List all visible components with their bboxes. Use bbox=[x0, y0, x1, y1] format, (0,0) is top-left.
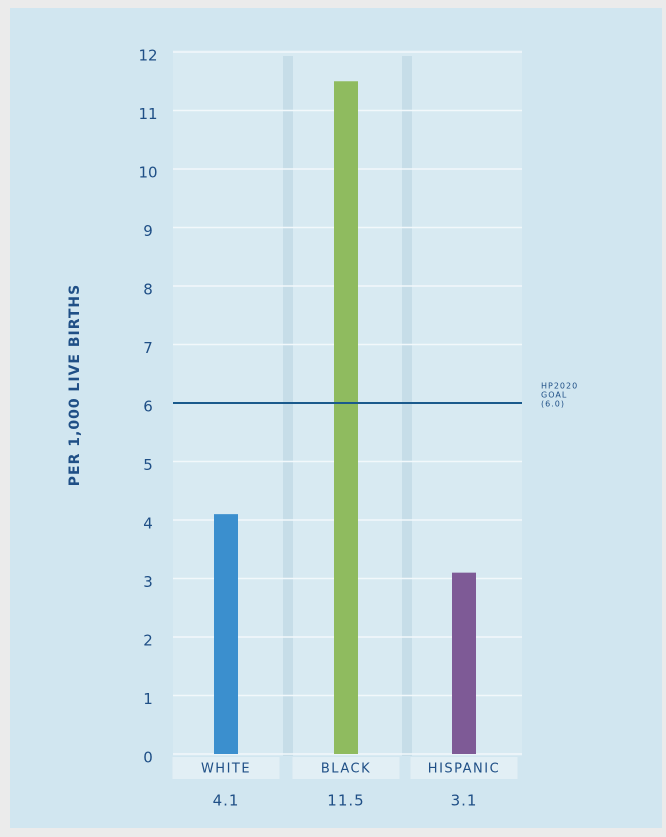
annotation: (6.0) bbox=[541, 400, 565, 409]
x-tick-label: HISPANIC bbox=[428, 762, 500, 777]
y-tick-label: 1 bbox=[143, 690, 153, 708]
y-tick-label: 11 bbox=[138, 105, 157, 123]
y-tick-label: 4 bbox=[143, 515, 153, 533]
bar bbox=[214, 514, 238, 754]
category-box bbox=[410, 757, 518, 779]
bar bbox=[452, 572, 476, 754]
y-axis-title: PER 1,000 LIVE BIRTHS bbox=[67, 284, 83, 486]
x-tick-label: WHITE bbox=[201, 762, 251, 777]
data-label: 4.1 bbox=[213, 792, 240, 810]
y-tick-label: 2 bbox=[143, 632, 153, 650]
annotation: HP2020 bbox=[541, 382, 578, 391]
data-label: 11.5 bbox=[327, 792, 364, 810]
y-tick-label: 10 bbox=[138, 164, 157, 182]
y-tick-label: 12 bbox=[138, 47, 157, 65]
y-tick-label: 3 bbox=[143, 573, 153, 591]
category-box bbox=[292, 757, 400, 779]
column-separator bbox=[283, 56, 293, 756]
x-tick-label: BLACK bbox=[321, 762, 371, 777]
category-box bbox=[172, 757, 280, 779]
y-tick-label: 0 bbox=[143, 749, 153, 767]
annotation: GOAL bbox=[541, 391, 567, 400]
data-label: 3.1 bbox=[451, 792, 478, 810]
y-tick-label: 9 bbox=[143, 222, 153, 240]
column-separator bbox=[402, 56, 412, 756]
y-tick-label: 5 bbox=[143, 456, 153, 474]
y-tick-label: 7 bbox=[143, 339, 153, 357]
y-tick-label: 8 bbox=[143, 281, 153, 299]
y-tick-label: 6 bbox=[143, 398, 153, 416]
bar bbox=[334, 81, 358, 754]
